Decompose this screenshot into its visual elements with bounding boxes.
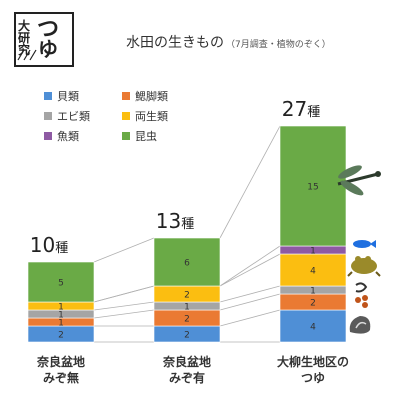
legend-swatch bbox=[44, 132, 52, 140]
logo-character: つ bbox=[37, 17, 59, 42]
segment-value-label: 1 bbox=[58, 319, 64, 329]
total-label: 10種 bbox=[30, 233, 68, 257]
legend-swatch bbox=[122, 132, 130, 140]
segment-value-label: 1 bbox=[58, 311, 64, 321]
segment-value-label: 6 bbox=[184, 259, 190, 269]
total-number: 27 bbox=[282, 97, 307, 121]
category-label-line: 奈良盆地 bbox=[162, 355, 211, 369]
connector-line bbox=[219, 285, 281, 303]
legend-label: 鰓脚類 bbox=[135, 89, 168, 103]
chart-subtitle: （7月調査・植物のぞく） bbox=[226, 40, 331, 50]
segment-value-label: 1 bbox=[310, 287, 316, 297]
segment-value-label: 15 bbox=[307, 183, 318, 193]
chart-title: 水田の生きもの （7月調査・植物のぞく） bbox=[126, 32, 331, 52]
logo-character: ゆ bbox=[38, 37, 58, 61]
connector-lines bbox=[93, 125, 281, 343]
total-unit: 種 bbox=[55, 240, 68, 256]
total-label: 13種 bbox=[156, 209, 194, 233]
legend-swatch bbox=[122, 112, 130, 120]
connector-line bbox=[219, 309, 281, 327]
connector-line bbox=[93, 309, 155, 319]
category-label: 大柳生地区の つゆ bbox=[258, 354, 368, 386]
connector-line bbox=[219, 125, 281, 239]
logo-character: 研 bbox=[18, 31, 30, 45]
segment-value-label: 2 bbox=[184, 291, 190, 301]
category-label-line: 奈良盆地 bbox=[36, 355, 85, 369]
logo-stripes bbox=[17, 49, 37, 61]
legend-swatch bbox=[44, 112, 52, 120]
dragonfly-icon bbox=[337, 165, 381, 196]
logo-character: 究 bbox=[18, 42, 30, 57]
snail-icon bbox=[349, 316, 371, 334]
shrimp-icon bbox=[355, 282, 368, 293]
segment-value-label: 2 bbox=[184, 331, 190, 341]
frog-icon bbox=[347, 256, 381, 277]
category-label-line: みぞ有 bbox=[168, 371, 205, 385]
legend-swatch bbox=[44, 92, 52, 100]
segment-value-label: 2 bbox=[184, 315, 190, 325]
connector-line bbox=[219, 293, 281, 311]
logo-character: 大 bbox=[18, 18, 30, 33]
logo-frame bbox=[14, 12, 74, 67]
bar-segment bbox=[279, 309, 347, 343]
legend-label: 貝類 bbox=[57, 90, 79, 103]
total-number: 10 bbox=[30, 233, 55, 257]
legend-label: 両生類 bbox=[135, 109, 168, 123]
segment-value-label: 1 bbox=[310, 247, 316, 257]
segment-value-label: 5 bbox=[58, 279, 64, 289]
legend-label: エビ類 bbox=[57, 110, 90, 123]
total-unit: 種 bbox=[307, 104, 320, 120]
tadpole-shrimp-icon bbox=[355, 295, 368, 308]
icons bbox=[337, 165, 381, 334]
segment-value-label: 1 bbox=[58, 303, 64, 313]
segment-value-label: 2 bbox=[310, 299, 316, 309]
total-unit: 種 bbox=[181, 216, 194, 232]
segment-value-label: 4 bbox=[310, 323, 316, 333]
segment-value-label: 1 bbox=[184, 303, 190, 313]
total-number: 13 bbox=[156, 209, 181, 233]
category-label-line: つゆ bbox=[300, 371, 325, 385]
connector-line bbox=[93, 301, 155, 311]
connector-line bbox=[219, 253, 281, 287]
category-label: 奈良盆地 みぞ無 bbox=[6, 354, 116, 386]
segment-value-label: 2 bbox=[58, 331, 64, 341]
segment-value-label: 4 bbox=[310, 267, 316, 277]
legend-label: 昆虫 bbox=[135, 130, 157, 143]
fish-icon bbox=[353, 240, 376, 248]
bar-segment bbox=[279, 125, 347, 247]
connector-line bbox=[93, 285, 155, 303]
connector-line bbox=[93, 237, 155, 263]
total-label: 27種 bbox=[282, 97, 320, 121]
bar-segment bbox=[27, 261, 95, 303]
category-label-line: 大柳生地区の bbox=[276, 355, 349, 369]
category-label-line: みぞ無 bbox=[42, 371, 79, 385]
legend-swatch bbox=[122, 92, 130, 100]
bar-segment bbox=[153, 237, 221, 287]
category-label: 奈良盆地 みぞ有 bbox=[132, 354, 242, 386]
connector-line bbox=[219, 245, 281, 287]
legend-label: 魚類 bbox=[57, 130, 79, 143]
chart-title-text: 水田の生きもの bbox=[126, 35, 224, 51]
